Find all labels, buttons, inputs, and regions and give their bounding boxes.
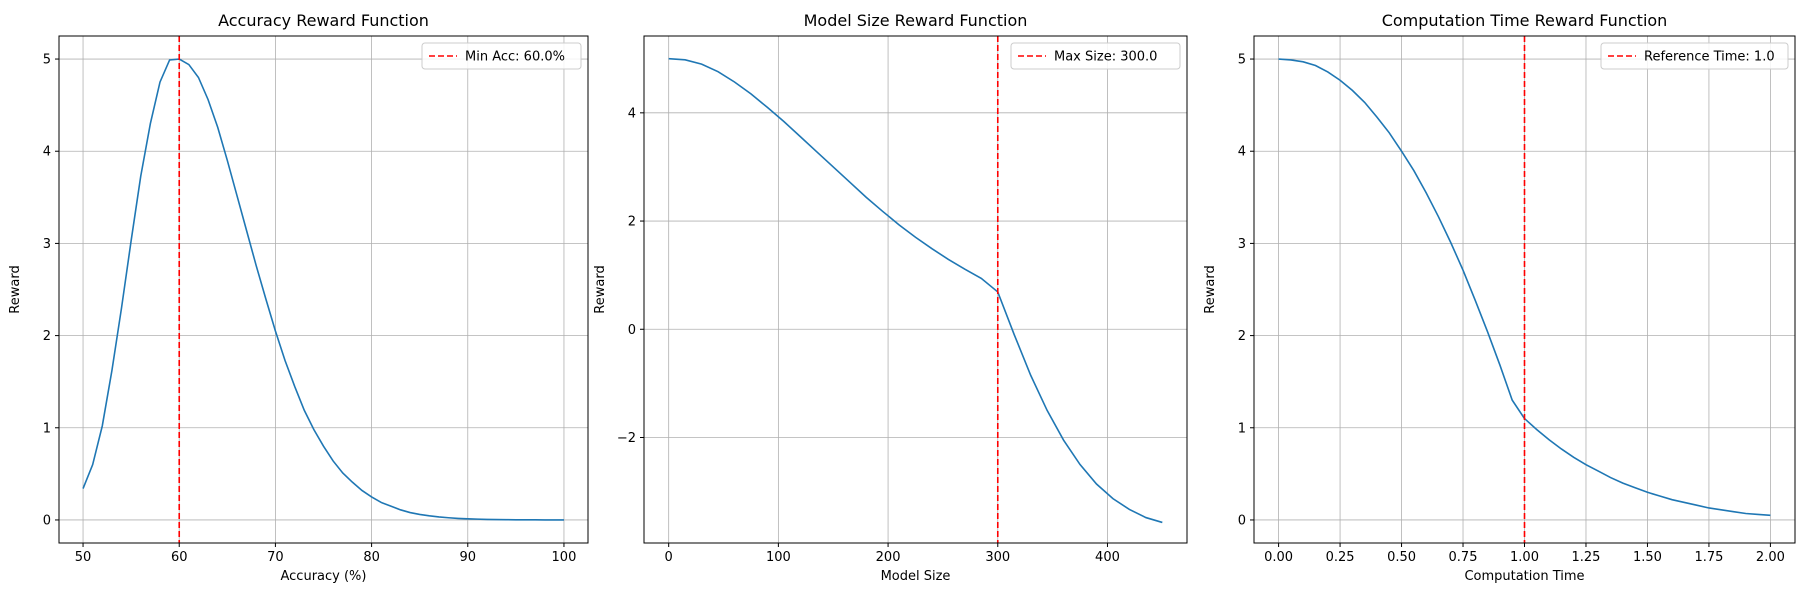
x-tick-label: 0.25: [1326, 550, 1355, 565]
x-tick-label: 100: [552, 550, 577, 565]
y-axis-title: Reward: [8, 265, 23, 313]
legend-label: Reference Time: 1.0: [1644, 50, 1775, 65]
x-tick-label: 60: [171, 550, 188, 565]
legend: Min Acc: 60.0%: [421, 42, 582, 70]
y-tick-label: 2: [43, 329, 51, 344]
series-line: [82, 58, 564, 521]
legend-box: [1010, 42, 1181, 70]
x-tick-label: 70: [267, 550, 284, 565]
chart-title: Computation Time Reward Function: [1382, 11, 1668, 30]
y-tick-label: 3: [1238, 237, 1246, 252]
y-tick-label: 4: [43, 145, 51, 160]
series-line: [668, 57, 1163, 524]
chart-panel: 0.00 0.25 0.50 0.75 1.00 1.25 1.50 1.75 2.00 0 1 2 3…: [1203, 11, 1796, 584]
x-tick-label: 0.75: [1449, 550, 1478, 565]
y-tick-label: 2: [628, 215, 636, 230]
legend-label: Min Acc: 60.0%: [465, 50, 565, 65]
x-tick-label: 0: [665, 550, 673, 565]
x-tick-label: 1.50: [1633, 550, 1662, 565]
x-tick-label: 0.00: [1264, 550, 1293, 565]
x-tick-label: 80: [363, 550, 380, 565]
x-tick-label: 100: [766, 550, 791, 565]
y-tick-label: 5: [1238, 53, 1246, 68]
x-tick-label: 0.50: [1387, 550, 1416, 565]
legend-label: Max Size: 300.0: [1054, 50, 1157, 65]
y-tick-label: 5: [43, 53, 51, 68]
x-axis-title: Computation Time: [1464, 569, 1584, 584]
y-tick-label: 1: [43, 421, 51, 436]
y-tick-label: −2: [617, 431, 636, 446]
axes-frame: [643, 35, 1188, 544]
y-tick-label: 1: [1238, 421, 1246, 436]
y-tick-label: 2: [1238, 329, 1246, 344]
x-tick-label: 50: [75, 550, 92, 565]
x-tick-label: 400: [1095, 550, 1120, 565]
legend: Reference Time: 1.0: [1600, 42, 1789, 70]
axes-frame: [58, 35, 589, 544]
y-tick-label: 4: [1238, 145, 1246, 160]
y-tick-label: 3: [43, 237, 51, 252]
y-tick-label: 4: [628, 106, 636, 121]
chart-title: Model Size Reward Function: [804, 11, 1028, 30]
x-tick-label: 2.00: [1756, 550, 1785, 565]
y-axis-title: Reward: [1203, 265, 1218, 313]
y-axis-title: Reward: [593, 265, 608, 313]
x-tick-label: 1.75: [1694, 550, 1723, 565]
x-tick-label: 90: [459, 550, 476, 565]
y-tick-label: 0: [43, 513, 51, 528]
y-tick-label: 0: [628, 323, 636, 338]
y-tick-label: 0: [1238, 513, 1246, 528]
x-tick-label: 1.25: [1572, 550, 1601, 565]
x-tick-label: 200: [876, 550, 901, 565]
x-tick-label: 1.00: [1510, 550, 1539, 565]
chart-panel: 0 100 200 300 400 −2 0 2 4 Model Size Reward Model …: [593, 11, 1188, 584]
x-axis-title: Accuracy (%): [281, 569, 367, 584]
legend-box: [1600, 42, 1789, 70]
legend-box: [421, 42, 582, 70]
chart-panel: 50 60 70 80 90 100 0 1 2 3 4 5 Accuracy (%) Reward Acc…: [8, 11, 589, 584]
x-axis-title: Model Size: [881, 569, 951, 584]
legend: Max Size: 300.0: [1010, 42, 1181, 70]
chart-title: Accuracy Reward Function: [218, 11, 429, 30]
x-tick-label: 300: [985, 550, 1010, 565]
